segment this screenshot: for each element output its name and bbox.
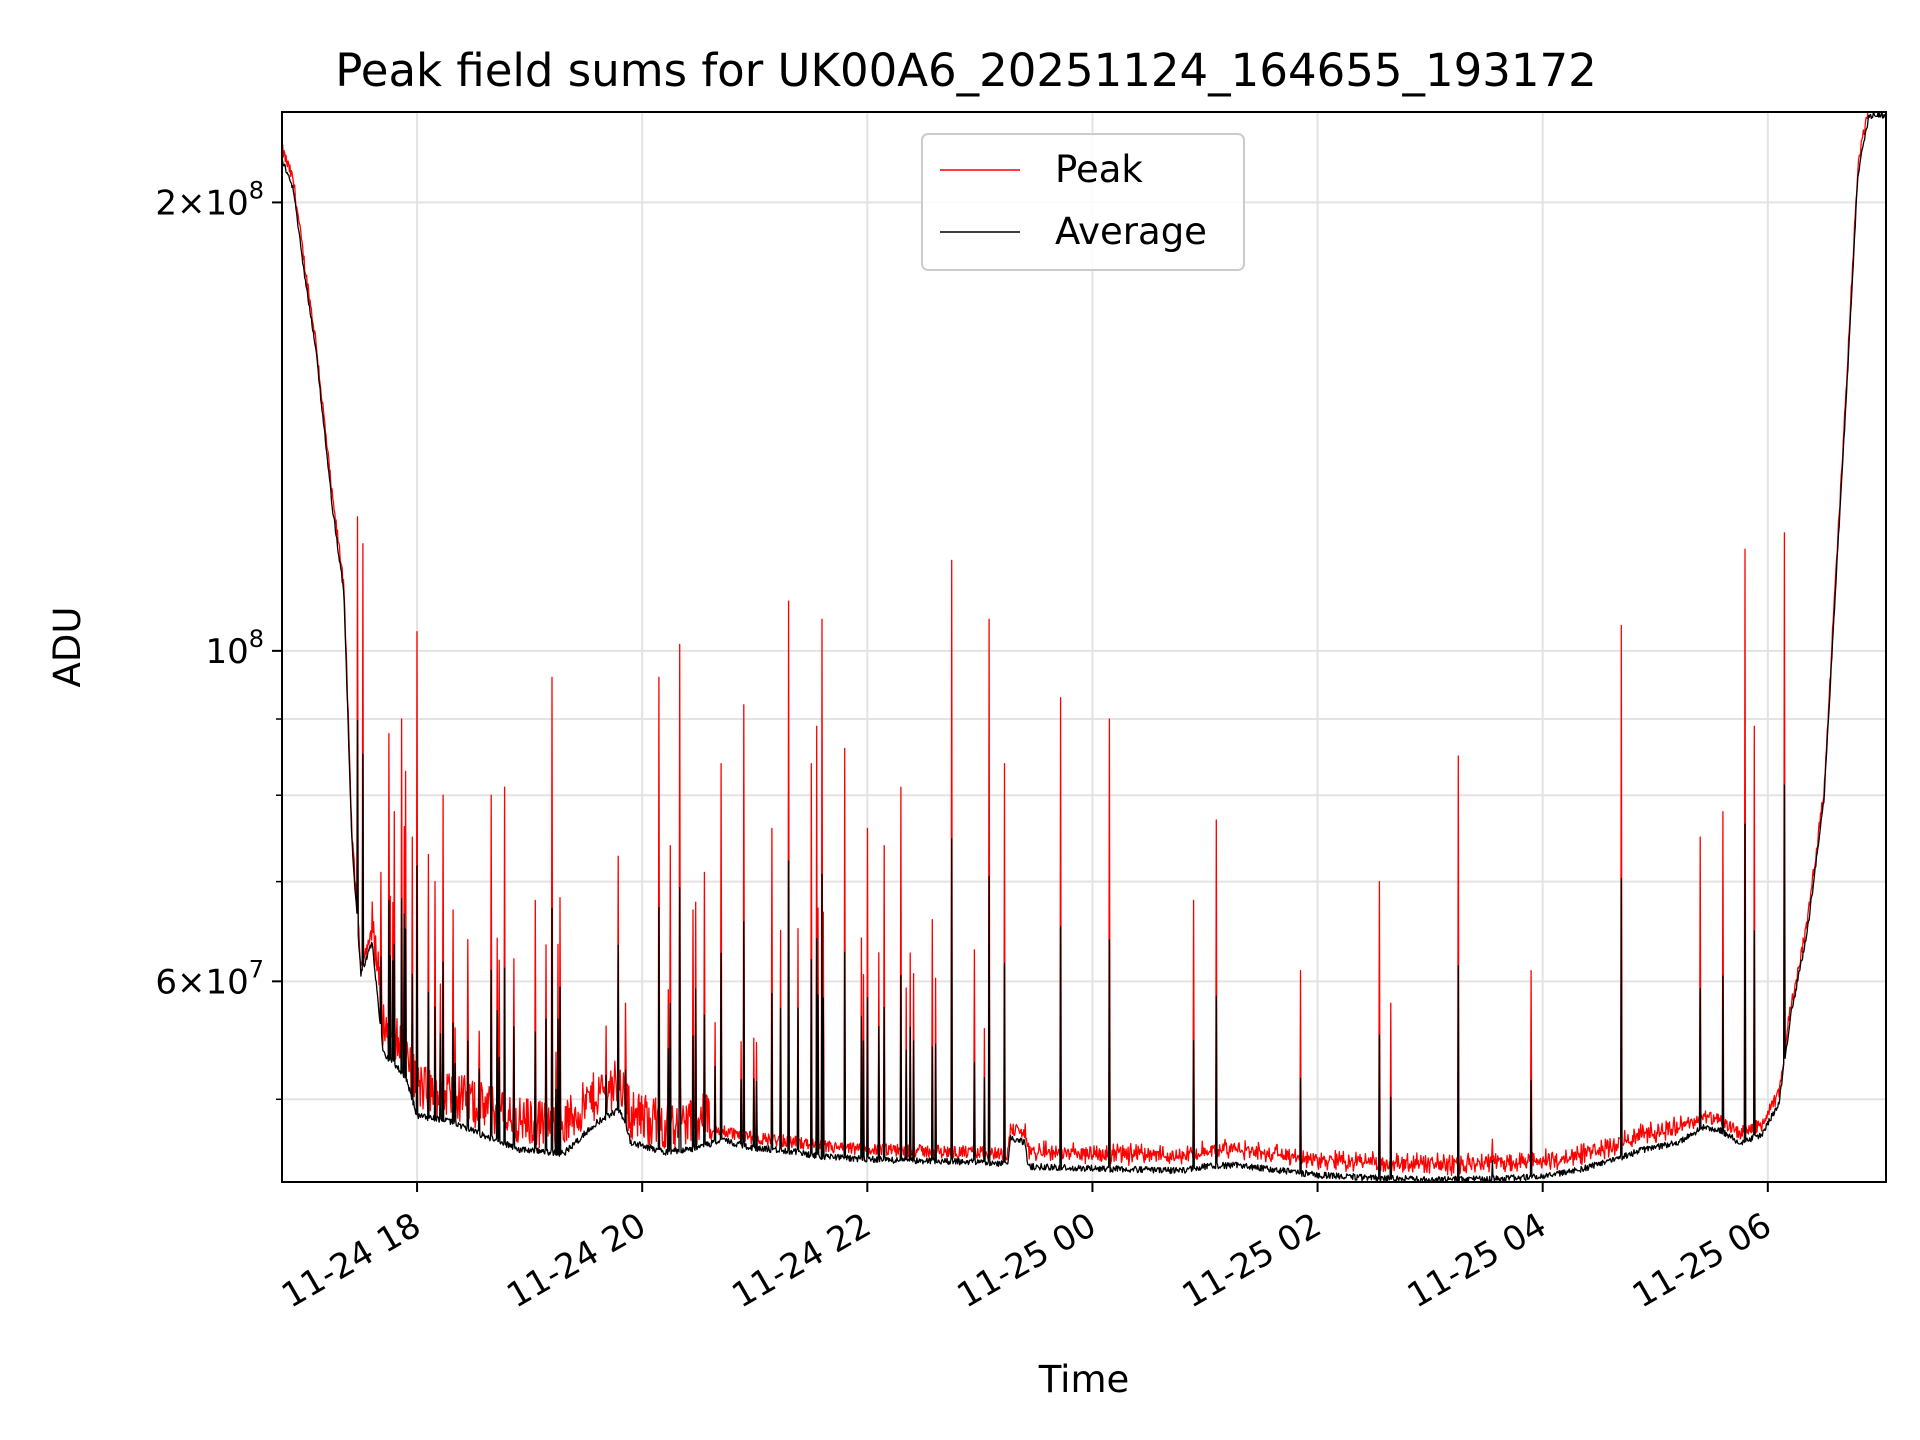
chart-title: Peak field sums for UK00A6_20251124_1646…	[335, 44, 1597, 97]
legend: Peak Average	[921, 133, 1245, 271]
series-line-peak	[282, 112, 1884, 1176]
plot-frame	[281, 111, 1887, 1183]
legend-box	[921, 133, 1245, 271]
series-lines	[282, 112, 1886, 1182]
legend-label-peak: Peak	[1055, 148, 1143, 191]
y-axis-label: ADU	[46, 607, 89, 688]
y-tick-label: 6×107	[155, 955, 264, 1002]
y-axis-ticks: 2×108 108 6×107	[155, 176, 282, 1101]
legend-label-average: Average	[1055, 210, 1207, 253]
x-axis-label: Time	[1038, 1358, 1130, 1401]
series-line-average	[282, 112, 1886, 1182]
y-tick-label: 2×108	[155, 176, 264, 223]
y-tick-label: 108	[205, 625, 264, 672]
grid-lines	[282, 112, 1886, 1182]
